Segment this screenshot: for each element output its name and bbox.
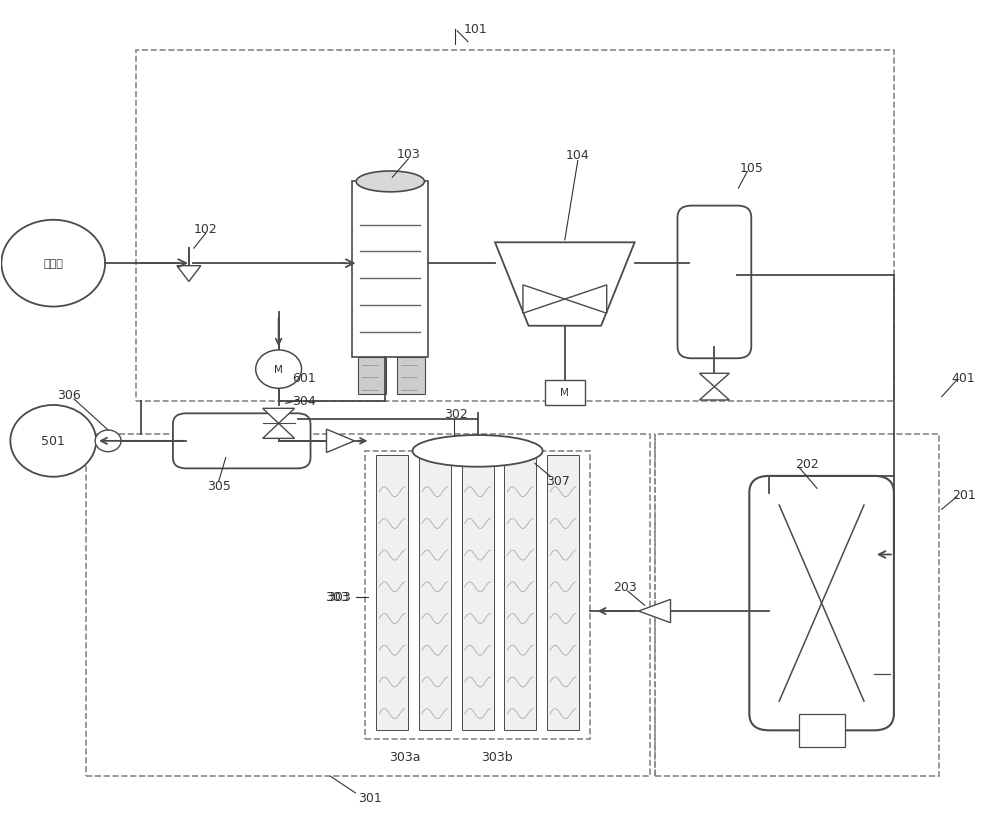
- Text: 303a: 303a: [390, 750, 421, 762]
- Text: 原料气: 原料气: [43, 259, 63, 269]
- Polygon shape: [177, 267, 201, 283]
- Text: 202: 202: [795, 457, 819, 471]
- FancyBboxPatch shape: [678, 206, 751, 359]
- Polygon shape: [699, 374, 729, 387]
- Text: M: M: [560, 388, 569, 398]
- Text: 301: 301: [358, 792, 382, 804]
- Bar: [655, 435, 939, 777]
- Text: 105: 105: [739, 161, 763, 175]
- Text: 303: 303: [327, 591, 350, 604]
- Ellipse shape: [412, 436, 543, 467]
- Text: 501: 501: [41, 435, 65, 448]
- Text: 104: 104: [566, 149, 590, 162]
- Bar: [545, 380, 585, 405]
- Bar: [365, 451, 590, 739]
- Text: 303: 303: [325, 591, 348, 604]
- Bar: [547, 456, 579, 731]
- Text: 601: 601: [292, 371, 315, 385]
- Text: 304: 304: [292, 395, 315, 408]
- FancyBboxPatch shape: [749, 477, 894, 731]
- Circle shape: [95, 431, 121, 452]
- Text: 102: 102: [194, 222, 218, 236]
- Text: 302: 302: [444, 407, 468, 421]
- Text: 101: 101: [463, 23, 487, 36]
- Bar: [376, 456, 408, 731]
- Text: 306: 306: [57, 388, 81, 401]
- Bar: [419, 456, 451, 731]
- Text: M: M: [274, 364, 283, 375]
- Text: 201: 201: [952, 488, 976, 501]
- Circle shape: [256, 350, 302, 389]
- Polygon shape: [565, 286, 607, 314]
- Polygon shape: [326, 430, 354, 453]
- Bar: [462, 456, 494, 731]
- Text: 305: 305: [207, 480, 231, 492]
- Text: 203: 203: [613, 580, 637, 593]
- Polygon shape: [699, 387, 729, 400]
- Bar: [136, 51, 894, 401]
- Polygon shape: [263, 424, 295, 439]
- Circle shape: [1, 221, 105, 307]
- Bar: [799, 714, 845, 747]
- Text: 303b: 303b: [481, 750, 513, 762]
- Polygon shape: [495, 243, 635, 326]
- Polygon shape: [263, 409, 295, 424]
- Polygon shape: [639, 599, 671, 623]
- Bar: [397, 357, 425, 395]
- Text: 307: 307: [546, 474, 570, 487]
- Bar: [352, 182, 428, 357]
- FancyBboxPatch shape: [173, 414, 311, 469]
- Polygon shape: [523, 286, 565, 314]
- Bar: [86, 435, 650, 777]
- Ellipse shape: [356, 171, 424, 192]
- Text: 401: 401: [952, 371, 976, 385]
- Text: 103: 103: [396, 147, 420, 161]
- Bar: [358, 357, 386, 395]
- Bar: [504, 456, 536, 731]
- Circle shape: [10, 405, 96, 477]
